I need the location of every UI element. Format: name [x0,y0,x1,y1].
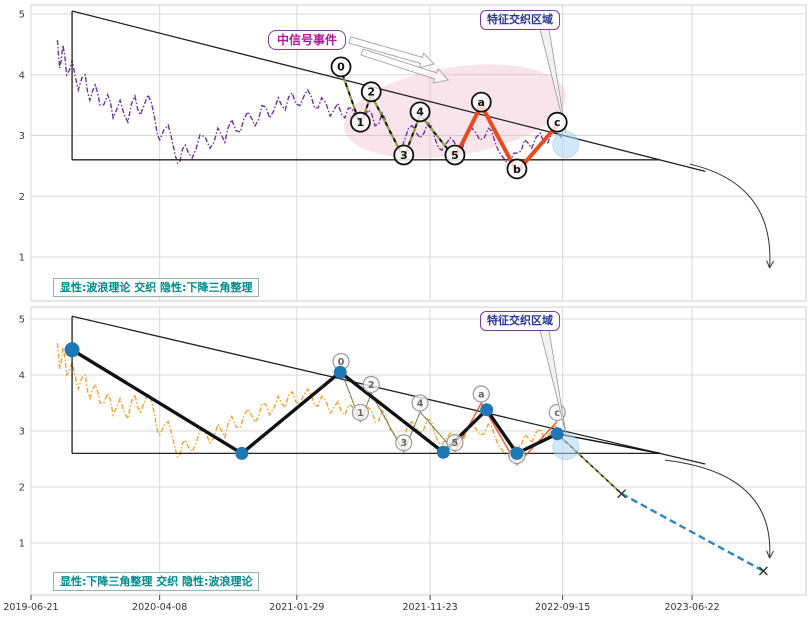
x-tick-label: 2021-01-29 [269,602,324,613]
y-tick-label: 1 [19,539,25,550]
hidden-wave-marker [472,385,490,403]
wave-marker-label: 4 [416,106,424,119]
wave-marker-label: c [554,116,561,129]
x-tick-label: 2023-06-22 [664,602,719,613]
caption-bottom-panel: 显性:下降三角整理 交织 隐性:波浪理论 [53,572,260,591]
y-tick-label: 3 [19,131,25,142]
x-marker-icon [758,566,768,576]
arrow-head-icon [766,550,771,559]
y-tick-label: 4 [19,70,25,81]
wave-marker-label: 0 [337,61,345,74]
x-tick-label: 2020-04-08 [132,602,187,613]
y-tick-label: 1 [19,253,25,264]
triangle-hypotenuse [71,10,706,172]
hidden-wave-marker-label: 2 [368,380,375,391]
hidden-wave-marker [362,375,380,394]
caption-top-panel: 显性:波浪理论 交织 隐性:下降三角整理 [53,278,260,297]
hidden-wave-marker [446,434,464,452]
breakdown-blue-line [620,492,764,573]
pattern-dot [480,403,494,417]
hidden-wave-marker-label: a [478,389,484,400]
signal-arrow-icon [348,36,435,69]
x-marker-icon [617,489,627,499]
wave-marker-label: b [513,163,521,176]
y-tick-label: 4 [19,371,25,382]
wave-marker [444,144,466,166]
wave-marker [470,91,492,113]
wave-marker-label: 3 [400,149,408,162]
hidden-wave-marker-label: 4 [417,398,424,409]
y-tick-label: 2 [19,483,25,494]
hidden-wave-marker [395,434,413,452]
wave-marker [360,81,382,103]
y-tick-label: 5 [19,10,25,21]
wave-marker [349,111,371,133]
wave-marker-label: a [478,96,485,109]
x-tick-label: 2021-11-23 [403,602,458,613]
pattern-dot [333,365,347,379]
signal-ellipse [344,64,566,159]
wave-marker-label: 5 [451,149,459,162]
wave-marker [546,111,568,133]
panel-border [30,306,807,596]
hidden-wave-marker-label: c [554,408,560,419]
panel-border [30,4,807,302]
signal-event-label: 中信号事件 [268,30,347,50]
arrow-head-icon [769,550,774,559]
pattern-dot [64,342,80,358]
feature-region-label-top: 特征交织区域 [480,10,560,30]
hidden-wave-marker-label: 1 [357,408,364,419]
feature-highlight-circle [552,131,580,159]
pattern-dot [510,446,524,460]
projection-arrow [664,459,771,559]
wave-marker-label: 2 [367,86,375,99]
y-tick-label: 2 [19,192,25,203]
hidden-wave-marker-label: 3 [400,438,407,449]
x-tick-label: 2022-09-15 [535,602,590,613]
signal-arrow-icon [360,48,449,84]
x-tick-label: 2019-06-21 [3,602,58,613]
triangle-hypotenuse [71,315,706,465]
wave-marker [393,144,415,166]
hidden-wave-marker [411,394,429,412]
pattern-dot [436,445,450,459]
pattern-dot [235,446,249,460]
y-tick-label: 3 [19,427,25,438]
y-tick-label: 5 [19,315,25,326]
pattern-dot [550,427,564,441]
projection-arrow [689,163,771,268]
feature-region-label-bottom: 特征交织区域 [480,311,560,331]
hidden-wave-marker-label: 0 [338,357,345,368]
hidden-wave-marker-label: 5 [452,438,459,449]
wave-abc-line [452,103,560,174]
price-line-bottom [56,343,563,458]
wave-marker [330,56,352,78]
wave-marker [409,101,431,123]
arrow-head-icon [769,260,774,269]
hidden-wave-marker [351,403,369,422]
wave-marker-label: 1 [357,116,365,129]
arrow-head-icon [766,260,771,269]
wave-marker [506,158,528,180]
